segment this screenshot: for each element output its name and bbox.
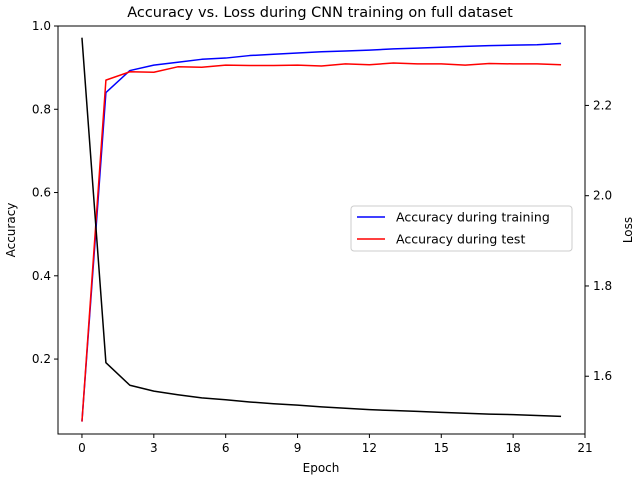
legend-label-1: Accuracy during test [396, 232, 525, 247]
y-tick-label: 1.0 [32, 19, 51, 33]
x-axis-ticks: 0 3 6 9 12 15 18 21 [78, 434, 593, 455]
x-tick-label: 3 [150, 441, 158, 455]
plot-frame [57, 25, 586, 435]
y-tick-label: 0.6 [32, 186, 51, 200]
right-axis-ticks: 1.6 1.8 2.0 2.2 [585, 98, 612, 383]
right-tick-label: 1.8 [593, 279, 612, 293]
x-tick-label: 6 [222, 441, 230, 455]
legend: Accuracy during training Accuracy during … [350, 205, 573, 252]
right-tick-label: 1.6 [593, 369, 612, 383]
x-tick-label: 12 [362, 441, 377, 455]
right-tick-label: 2.2 [593, 98, 612, 112]
x-tick-label: 18 [505, 441, 520, 455]
right-tick-label: 2.0 [593, 189, 612, 203]
y-axis-ticks: 0.2 0.4 0.6 0.8 1.0 [32, 19, 58, 366]
legend-label-0: Accuracy during training [396, 210, 550, 225]
series-line-0 [81, 42, 562, 422]
chart-title: Accuracy vs. Loss during CNN training on… [127, 5, 513, 21]
y-axis-label: Accuracy [4, 203, 18, 258]
x-axis-label: Epoch [303, 461, 340, 475]
y-tick-label: 0.4 [32, 269, 51, 283]
y-tick-label: 0.2 [32, 352, 51, 366]
series-layer [81, 37, 562, 422]
series-line-1 [81, 62, 562, 422]
series-line-2 [81, 37, 562, 418]
y-tick-label: 0.8 [32, 102, 51, 116]
x-tick-label: 21 [577, 441, 592, 455]
x-tick-label: 15 [434, 441, 449, 455]
x-tick-label: 0 [78, 441, 86, 455]
legend-frame [350, 205, 573, 252]
right-axis-label: Loss [621, 217, 635, 243]
x-tick-label: 9 [294, 441, 302, 455]
